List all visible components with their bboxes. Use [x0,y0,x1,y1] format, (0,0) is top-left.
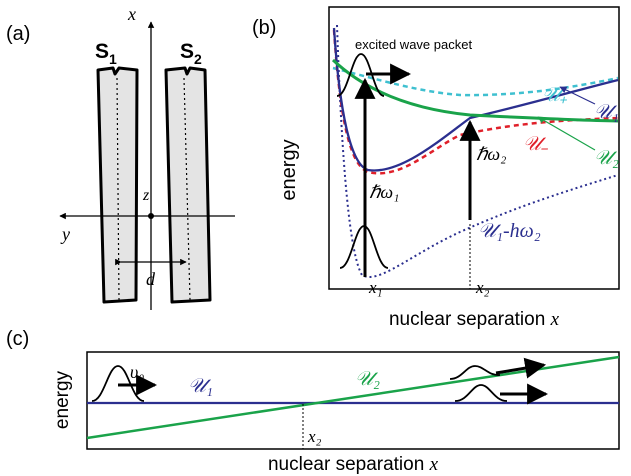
u-plus-label: 𝒰₊ [542,84,568,106]
origin-dot [148,213,154,219]
panel-b-ylabel: energy [278,139,300,200]
curve-u-plus [332,66,619,97]
panel-c-frame [86,351,620,450]
slab-s1 [96,66,139,304]
hw1-label: ℏω₁ [369,182,399,202]
wave-packet-top [336,53,385,97]
panel-c-ylabel: energy [52,370,73,429]
curve-c-u2 [86,355,620,440]
v0-label: υ₀ [130,362,145,382]
u2-pointer [537,116,596,151]
y-axis-label: y [60,224,70,244]
curve-u1 [332,27,619,172]
u2-label: 𝒰₂ [594,147,619,169]
c-u2-label: 𝒰₂ [355,368,380,390]
slab-s2-axis [183,77,191,301]
c-x2-label: x₂ [307,427,322,446]
u1-pointer [559,86,596,105]
c-u1-label: 𝒰₁ [188,375,213,397]
u1-label: 𝒰₁ [594,101,619,123]
panel-b-tag: (b) [252,17,276,39]
separation-label: d [146,269,156,289]
z-axis-label: z [142,187,150,204]
u1-minus-hw2-label: 𝒰₁-hω₂ [478,220,541,242]
x1-label: x₁ [368,278,382,297]
wave-packet-label: excited wave packet [355,37,472,52]
s1-label: S1 [95,40,117,67]
s2-label: S2 [180,40,202,67]
hw2-label: ℏω₂ [476,144,506,164]
slab-s2 [164,66,212,304]
c-wave-arrow-upper [495,357,547,379]
panel-a-tag: (a) [6,23,30,45]
panel-b-frame [328,6,620,290]
panel-c-tag: (c) [6,328,29,350]
panel-a: (a) S1 S2 x y z d [6,4,235,310]
x-axis-label: x [127,4,136,24]
x2-label: x₂ [475,278,490,297]
c-wave-packet-left [91,365,145,402]
c-wave-packet-lower [454,384,508,402]
panel-c: (c) energy x₂ υ₀ 𝒰₁ 𝒰₂ nuclear separatio… [6,328,620,475]
panel-c-xlabel: nuclear separation x [268,454,439,475]
panel-b: (b) energy nuclear separation x excited … [252,6,620,330]
c-wave-packet-upper [449,365,501,380]
panel-b-xlabel: nuclear separation x [389,309,560,330]
u-minus-label: 𝒰₋ [523,133,549,155]
